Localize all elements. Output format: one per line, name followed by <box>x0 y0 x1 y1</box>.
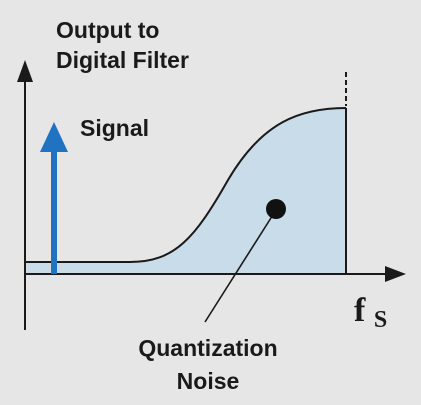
fs-label-subscript: S <box>374 307 387 333</box>
x-axis-arrowhead <box>385 266 406 282</box>
signal-arrowhead <box>40 122 68 152</box>
fs-label-main: f <box>354 292 366 329</box>
noise-curve <box>25 107 347 263</box>
output-label-line2: Digital Filter <box>56 47 189 73</box>
signal-label: Signal <box>80 115 149 141</box>
noise-pointer-line <box>204 209 277 323</box>
fs-label: f S <box>354 292 387 333</box>
quantization-noise-label-line2: Noise <box>177 368 240 394</box>
output-label-line1: Output to <box>56 17 159 43</box>
y-axis-arrowhead <box>17 60 33 82</box>
noise-pointer-dot <box>266 199 286 219</box>
quantization-noise-area <box>25 108 346 274</box>
quantization-noise-label-line1: Quantization <box>138 335 277 361</box>
